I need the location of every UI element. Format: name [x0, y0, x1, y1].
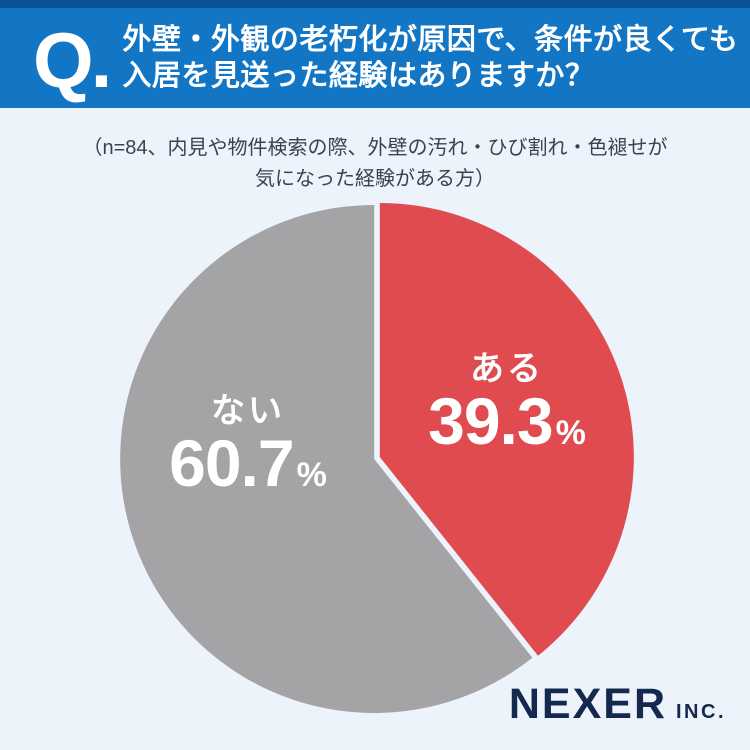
question-text: 外壁・外観の老朽化が原因で、条件が良くても 入居を見送った経験はありますか？: [122, 22, 738, 94]
header-accent-bar: [0, 0, 750, 8]
brand-name: NEXER: [508, 680, 667, 728]
survey-note: （n=84、内見や物件検索の際、外壁の汚れ・ひび割れ・色褪せが 気になった経験が…: [0, 133, 750, 195]
survey-note-line-2: 気になった経験がある方）: [255, 168, 495, 190]
question-line-1: 外壁・外観の老朽化が原因で、条件が良くても: [122, 24, 739, 56]
pie-slice-have: [379, 203, 634, 656]
brand-logo: NEXER INC.: [509, 683, 726, 726]
question-header: Q. 外壁・外観の老朽化が原因で、条件が良くても 入居を見送った経験はありますか…: [0, 0, 750, 108]
question-row: Q. 外壁・外観の老朽化が原因で、条件が良くても 入居を見送った経験はありますか…: [0, 8, 750, 108]
pie-slice-none: [120, 204, 533, 713]
brand-suffix: INC.: [676, 701, 726, 723]
survey-note-line-1: （n=84、内見や物件検索の際、外壁の汚れ・ひび割れ・色褪せが: [82, 137, 668, 159]
question-line-2: 入居を見送った経験はありますか？: [122, 60, 595, 92]
q-mark: Q.: [33, 16, 112, 104]
